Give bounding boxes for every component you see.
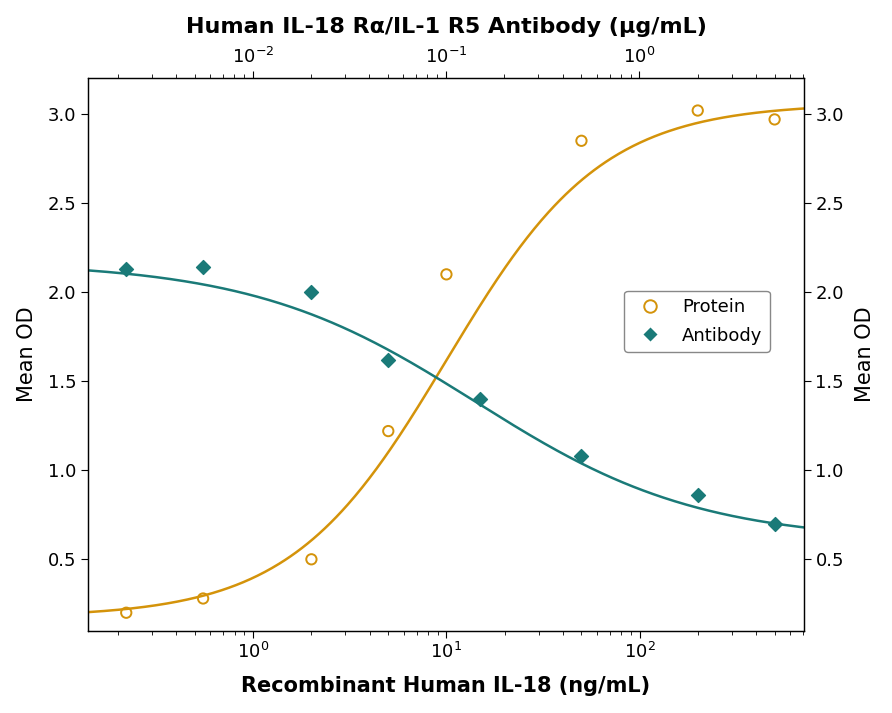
Point xyxy=(120,607,134,618)
Point xyxy=(690,105,705,116)
X-axis label: Recombinant Human IL-18 (ng/mL): Recombinant Human IL-18 (ng/mL) xyxy=(242,677,650,697)
Point xyxy=(439,269,453,280)
Point xyxy=(196,593,211,604)
Legend: Protein, Antibody: Protein, Antibody xyxy=(624,291,770,352)
Point xyxy=(196,262,211,273)
Point xyxy=(304,287,318,298)
Point xyxy=(767,113,781,125)
Point xyxy=(690,490,705,501)
Point xyxy=(304,553,318,565)
Point xyxy=(574,451,589,462)
Point xyxy=(120,263,134,275)
Point xyxy=(474,394,488,405)
Y-axis label: Mean OD: Mean OD xyxy=(855,307,875,402)
Point xyxy=(381,426,395,437)
Point xyxy=(381,354,395,366)
Point xyxy=(767,518,781,529)
Point xyxy=(574,135,589,146)
X-axis label: Human IL-18 Rα/IL-1 R5 Antibody (μg/mL): Human IL-18 Rα/IL-1 R5 Antibody (μg/mL) xyxy=(186,16,706,36)
Y-axis label: Mean OD: Mean OD xyxy=(17,307,37,402)
